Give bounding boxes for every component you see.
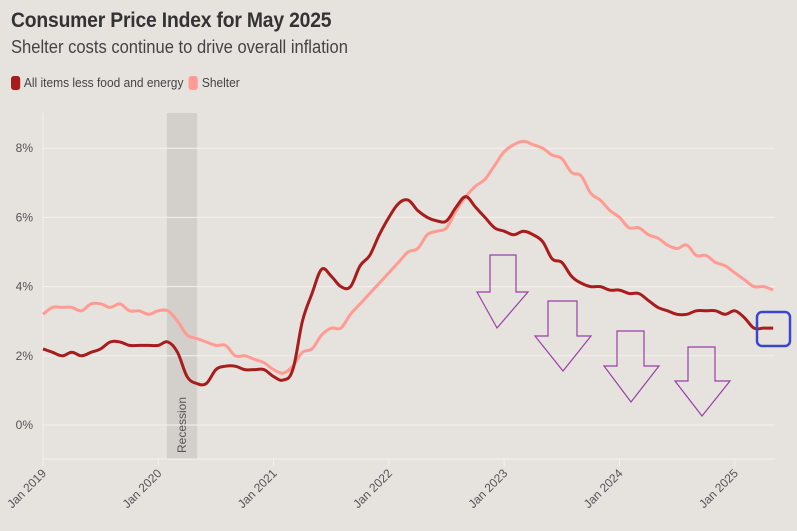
legend-item-shelter[interactable]: Shelter — [188, 75, 240, 90]
legend-item-core[interactable]: All items less food and energy — [11, 75, 183, 90]
y-tick-label: 0% — [16, 418, 34, 432]
chart-title: Consumer Price Index for May 2025 — [11, 9, 332, 32]
x-tick-label: Jan 2024 — [581, 466, 626, 511]
y-tick-label: 2% — [16, 349, 34, 363]
down-arrow-icon — [602, 330, 661, 403]
y-tick-label: 4% — [16, 280, 34, 294]
x-tick-label: Jan 2020 — [120, 466, 165, 511]
chart-subtitle: Shelter costs continue to drive overall … — [11, 37, 348, 57]
x-tick-label: Jan 2025 — [696, 466, 741, 511]
legend: All items less food and energy Shelter — [11, 75, 245, 90]
x-tick-label: Jan 2021 — [235, 466, 280, 511]
down-arrow-icon — [475, 254, 530, 330]
recession-band — [166, 113, 198, 459]
x-tick-label: Jan 2023 — [465, 466, 510, 511]
y-tick-label: 8% — [16, 141, 34, 155]
y-tick-label: 6% — [16, 210, 34, 224]
series-line-shelter[interactable] — [42, 139, 774, 375]
x-tick-label: Jan 2022 — [350, 466, 395, 511]
x-tick-label: Jan 2019 — [4, 466, 49, 511]
legend-label-shelter: Shelter — [201, 75, 240, 90]
down-arrow-icon — [533, 300, 593, 372]
series-line-core[interactable] — [42, 195, 774, 387]
down-arrow-icon — [673, 346, 732, 417]
legend-swatch-shelter — [188, 75, 199, 90]
highlight-box — [755, 310, 792, 348]
legend-label-core: All items less food and energy — [23, 75, 184, 90]
legend-swatch-core — [11, 75, 21, 90]
